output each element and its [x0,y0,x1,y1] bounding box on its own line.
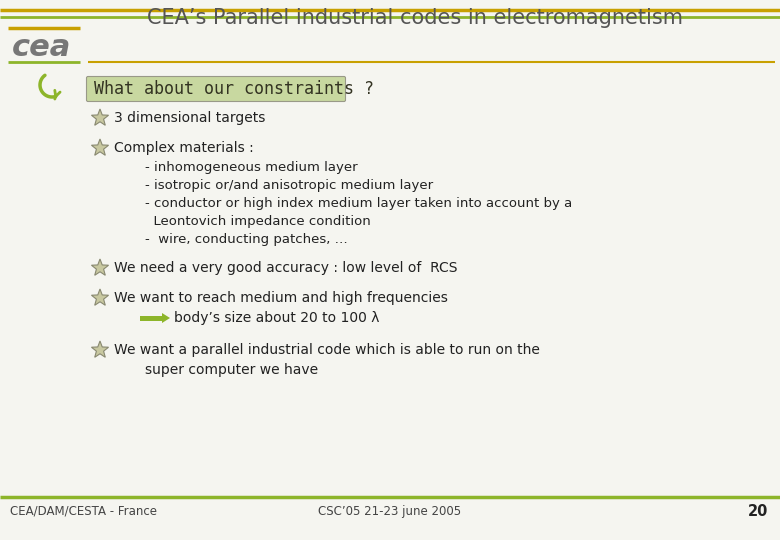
Polygon shape [91,109,108,125]
Text: CEA/DAM/CESTA - France: CEA/DAM/CESTA - France [10,504,157,517]
Polygon shape [162,313,170,323]
Polygon shape [91,259,108,275]
Text: We want to reach medium and high frequencies: We want to reach medium and high frequen… [114,291,448,305]
Text: We want a parallel industrial code which is able to run on the: We want a parallel industrial code which… [114,343,540,357]
Text: We need a very good accuracy : low level of  RCS: We need a very good accuracy : low level… [114,261,458,275]
Text: - isotropic or/and anisotropic medium layer: - isotropic or/and anisotropic medium la… [145,179,433,192]
Text: - conductor or high index medium layer taken into account by a: - conductor or high index medium layer t… [145,198,573,211]
Text: -  wire, conducting patches, …: - wire, conducting patches, … [145,233,348,246]
Text: - inhomogeneous medium layer: - inhomogeneous medium layer [145,161,357,174]
Polygon shape [91,139,108,156]
Text: body’s size about 20 to 100 λ: body’s size about 20 to 100 λ [174,311,380,325]
Bar [140,315,162,321]
Text: cea: cea [12,33,72,63]
Polygon shape [91,289,108,305]
Text: Leontovich impedance condition: Leontovich impedance condition [145,215,370,228]
Text: Complex materials :: Complex materials : [114,141,254,155]
Text: CSC’05 21-23 june 2005: CSC’05 21-23 june 2005 [318,504,462,517]
Text: 3 dimensional targets: 3 dimensional targets [114,111,265,125]
Text: CEA’s Parallel industrial codes in electromagnetism: CEA’s Parallel industrial codes in elect… [147,8,683,28]
FancyBboxPatch shape [87,77,346,102]
Text: 20: 20 [747,503,768,518]
Text: What about our constraints ?: What about our constraints ? [94,80,374,98]
Text: super computer we have: super computer we have [145,363,318,377]
Polygon shape [91,341,108,357]
